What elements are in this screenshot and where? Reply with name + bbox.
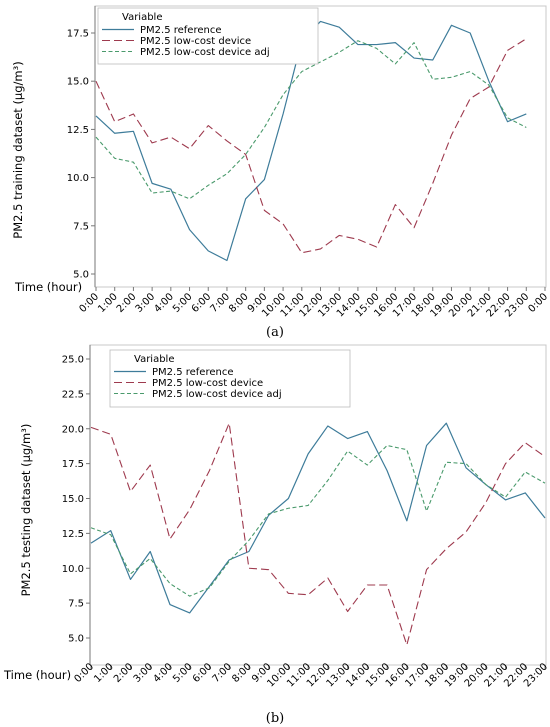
- x-tick-label: 1:00: [96, 291, 120, 315]
- legend-box: [109, 349, 351, 408]
- x-tick-label: 3:00: [134, 291, 158, 315]
- y-tick-label: 10.0: [67, 173, 89, 184]
- caption-b: (b): [266, 711, 284, 726]
- legend-label: PM2.5 reference: [152, 367, 234, 378]
- x-tick-label: 5:00: [171, 291, 195, 315]
- chart-b: 5.07.510.012.515.017.520.022.525.00:001:…: [3, 344, 550, 690]
- y-axis-title: PM2.5 testing dataset (μg/m³): [19, 424, 33, 597]
- y-tick-label: 10.0: [62, 564, 84, 575]
- caption-a: (a): [266, 325, 284, 340]
- series-line-dotted: [90, 444, 546, 597]
- series-line-dotted: [95, 40, 527, 200]
- legend-title: Variable: [122, 12, 163, 23]
- series-line-dashed: [90, 422, 546, 646]
- y-tick-label: 17.5: [67, 29, 89, 40]
- x-tick-label: 6:00: [190, 291, 214, 315]
- x-axis-title: Time (hour): [14, 280, 82, 294]
- legend-title: Variable: [134, 354, 175, 365]
- y-tick-label: 12.5: [67, 125, 89, 136]
- y-tick-label: 7.5: [68, 599, 84, 610]
- x-tick-label: 4:00: [152, 291, 176, 315]
- y-tick-label: 15.0: [62, 494, 84, 505]
- y-tick-label: 12.5: [62, 529, 84, 540]
- legend-label: PM2.5 low-cost device adj: [140, 47, 270, 58]
- y-tick-label: 25.0: [62, 355, 84, 366]
- legend-label: PM2.5 low-cost device adj: [152, 389, 282, 400]
- x-axis-title: Time (hour): [3, 668, 71, 682]
- legend-label: PM2.5 reference: [140, 25, 222, 36]
- x-tick-label: 7:00: [208, 291, 232, 315]
- y-tick-label: 5.0: [68, 634, 84, 645]
- x-tick-label: 2:00: [115, 291, 139, 315]
- chart-a: 5.07.510.012.515.017.50:001:002:003:004:…: [11, 5, 550, 320]
- y-axis-title: PM2.5 training dataset (μg/m³): [11, 61, 25, 238]
- y-tick-label: 22.5: [62, 389, 84, 400]
- x-tick-label: 0:00: [77, 291, 101, 315]
- x-tick-label: 8:00: [227, 291, 251, 315]
- y-tick-label: 7.5: [73, 221, 89, 232]
- x-tick-label: 0:00: [526, 291, 550, 315]
- legend-label: PM2.5 low-cost device: [140, 36, 251, 47]
- y-tick-label: 17.5: [62, 459, 84, 470]
- series-line-dashed: [95, 38, 527, 254]
- y-tick-label: 20.0: [62, 424, 84, 435]
- legend-box: [97, 7, 319, 65]
- y-tick-label: 15.0: [67, 77, 89, 88]
- legend-label: PM2.5 low-cost device: [152, 378, 263, 389]
- series-line-solid: [90, 422, 546, 614]
- y-tick-label: 5.0: [73, 270, 89, 281]
